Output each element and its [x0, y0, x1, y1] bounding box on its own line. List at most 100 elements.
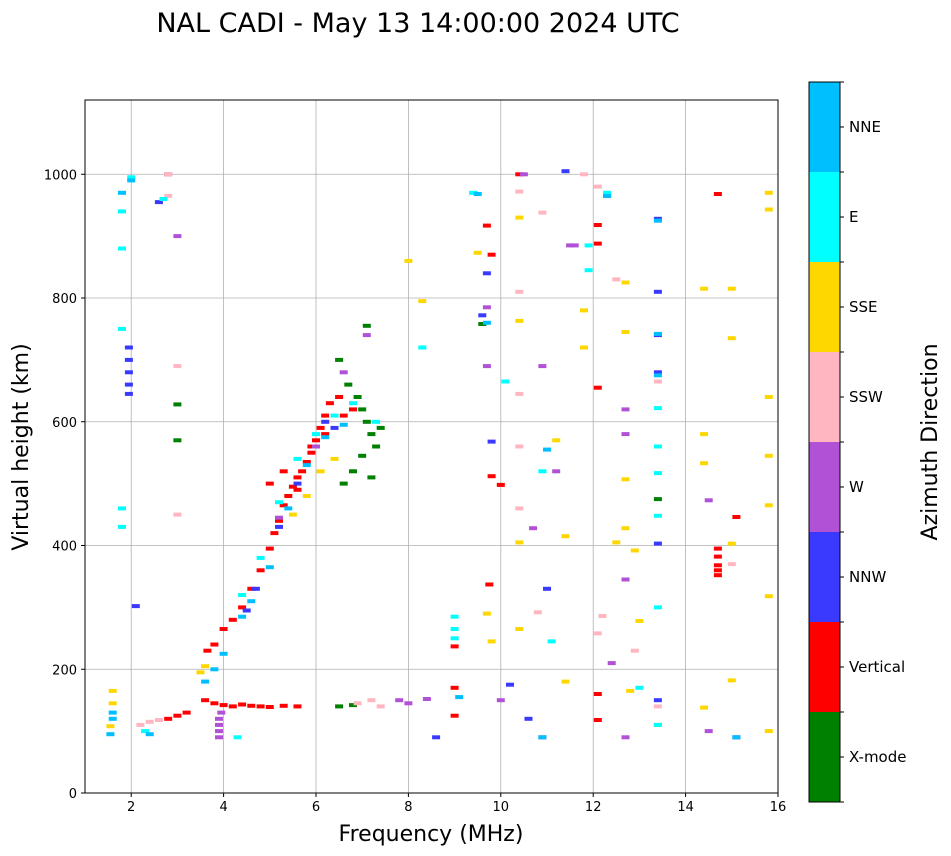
data-point-w	[607, 661, 616, 666]
x-tick-label: 12	[585, 800, 602, 815]
data-point-x-mode	[173, 438, 182, 443]
data-point-ssw	[727, 562, 736, 567]
x-tick-label: 14	[677, 800, 694, 815]
data-point-e	[538, 469, 547, 474]
data-point-e	[450, 636, 459, 641]
data-point-ssw	[653, 379, 662, 384]
data-point-vertical	[713, 573, 722, 578]
data-point-vertical	[219, 627, 228, 631]
x-tick-label: 10	[493, 800, 510, 815]
y-tick-label: 0	[69, 787, 77, 802]
data-point-vertical	[279, 503, 288, 508]
colorbar-tick-label: E	[849, 208, 858, 226]
data-point-e	[141, 729, 150, 734]
plot-frame	[84, 99, 779, 794]
data-point-ssw	[367, 698, 376, 703]
data-point-nne	[247, 599, 256, 604]
data-point-vertical	[228, 617, 237, 622]
data-point-sse	[612, 540, 621, 545]
data-point-x-mode	[358, 453, 367, 458]
data-point-vertical	[265, 481, 274, 486]
colorbar-tick-label: SSE	[849, 298, 878, 316]
data-point-nnw	[124, 357, 133, 362]
data-point-sse	[700, 705, 709, 710]
data-point-nne	[108, 716, 117, 721]
data-point-ssw	[612, 277, 621, 282]
y-tick-label: 200	[52, 663, 77, 678]
data-point-e	[330, 413, 339, 418]
data-point-x-mode	[362, 323, 371, 328]
data-point-w	[704, 498, 713, 503]
data-point-nnw	[275, 524, 283, 529]
data-point-e	[118, 506, 126, 511]
data-point-sse	[700, 461, 709, 466]
data-point-e	[118, 209, 126, 214]
data-point-x-mode	[173, 402, 182, 407]
data-point-vertical	[210, 642, 219, 647]
data-point-x-mode	[362, 419, 371, 424]
data-point-sse	[635, 619, 644, 623]
data-point-nnw	[543, 586, 551, 591]
data-point-vertical	[293, 475, 302, 480]
data-point-w	[496, 698, 505, 703]
data-point-ssw	[593, 184, 602, 189]
data-point-ssw	[515, 189, 524, 194]
data-point-nne	[108, 710, 117, 715]
x-tick-label: 4	[219, 800, 227, 815]
data-point-e	[418, 345, 427, 350]
data-point-vertical	[279, 469, 288, 474]
data-point-x-mode	[367, 432, 376, 437]
data-point-w	[482, 364, 491, 369]
data-point-e	[312, 432, 320, 437]
data-point-vertical	[247, 586, 256, 591]
y-tick-label: 800	[52, 292, 77, 307]
data-point-w	[621, 735, 630, 740]
data-point-vertical	[593, 718, 602, 722]
data-point-nne	[653, 373, 662, 378]
data-point-sse	[621, 526, 630, 531]
data-point-sse	[288, 512, 297, 517]
data-point-nnw	[432, 735, 441, 740]
data-point-sse	[630, 548, 639, 553]
data-point-nne	[238, 614, 247, 619]
data-point-x-mode	[349, 469, 357, 474]
data-point-sse	[621, 477, 630, 482]
data-point-vertical	[339, 413, 348, 418]
data-point-e	[653, 444, 662, 449]
data-point-e	[127, 175, 136, 180]
data-point-w	[566, 243, 575, 248]
data-point-ssw	[515, 289, 524, 294]
data-point-e	[118, 246, 126, 251]
data-point-ssw	[173, 364, 182, 369]
data-point-vertical	[450, 713, 459, 718]
colorbar-tick-label: NNW	[849, 568, 886, 586]
data-point-nnw	[124, 370, 133, 375]
data-point-vertical	[515, 172, 524, 177]
data-point-e	[233, 735, 242, 740]
colorbar-tick-label: SSW	[849, 388, 883, 406]
data-point-nnw	[251, 586, 260, 591]
colorbar-segment	[809, 352, 840, 442]
data-point-vertical	[210, 701, 219, 706]
data-point-vertical	[307, 444, 316, 449]
data-point-w	[538, 364, 547, 369]
data-point-w	[482, 305, 491, 310]
data-point-vertical	[335, 395, 344, 399]
data-point-nne	[201, 679, 210, 684]
data-point-x-mode	[353, 395, 362, 399]
data-point-vertical	[247, 703, 256, 708]
data-point-ssw	[515, 506, 524, 511]
data-point-vertical	[713, 568, 722, 573]
data-point-nne	[603, 193, 612, 198]
data-point-vertical	[713, 546, 722, 551]
data-point-nnw	[124, 345, 133, 350]
data-point-ssw	[173, 512, 182, 517]
data-point-sse	[626, 688, 635, 693]
data-point-nnw	[124, 382, 133, 387]
data-point-sse	[700, 286, 709, 291]
data-point-x-mode	[478, 322, 487, 326]
data-point-nnw	[124, 391, 133, 396]
colorbar-segment	[809, 442, 840, 532]
data-point-vertical	[450, 685, 459, 690]
data-point-nne	[482, 320, 491, 325]
